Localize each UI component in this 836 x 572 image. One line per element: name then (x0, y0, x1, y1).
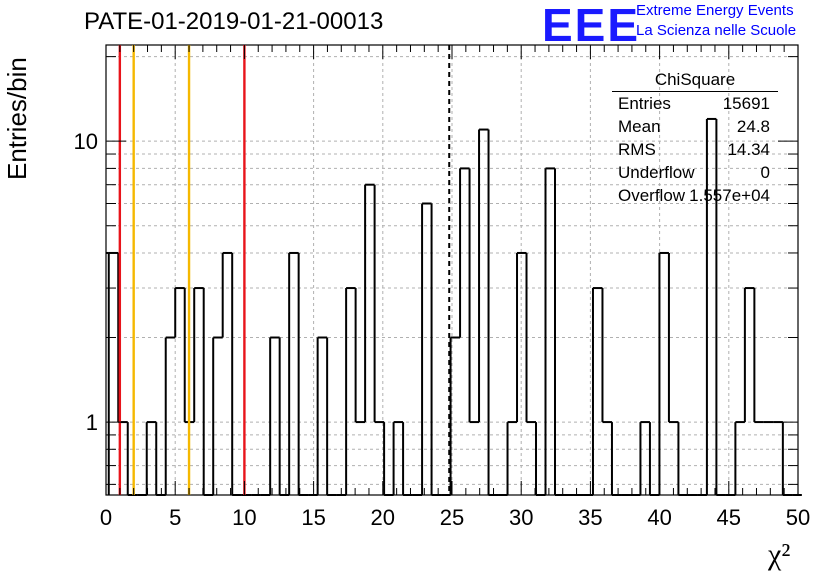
x-tick-label: 5 (169, 505, 181, 530)
org-name: Extreme Energy Events (636, 2, 794, 19)
stats-row-mean: Mean 24.8 (612, 117, 778, 140)
stats-row-entries: Entries 15691 (612, 94, 778, 117)
stats-value: 0 (760, 163, 770, 182)
x-tick-label: 45 (717, 505, 741, 530)
stats-value: 1.557e+04 (689, 186, 770, 205)
x-tick-label: 40 (647, 505, 671, 530)
y-axis-label: Entries/bin (2, 57, 32, 180)
y-tick-label: 10 (74, 129, 98, 154)
stats-row-rms: RMS 14.34 (612, 140, 778, 163)
stats-row-underflow: Underflow 0 (612, 163, 778, 186)
stats-value: 14.34 (727, 140, 770, 159)
stats-label: Overflow (618, 186, 686, 205)
stats-box: ChiSquare Entries 15691 Mean 24.8 RMS 14… (612, 70, 778, 209)
stats-label: RMS (618, 140, 656, 159)
x-tick-label: 25 (440, 505, 464, 530)
stats-row-overflow: Overflow 1.557e+04 (612, 186, 778, 209)
axis-ticks (105, 45, 799, 495)
x-tick-label: 30 (509, 505, 533, 530)
org-subtitle: La Scienza nelle Scuole (636, 22, 797, 39)
stats-value: 24.8 (736, 117, 770, 136)
eee-logo: EEE (542, 0, 641, 51)
x-tick-label: 35 (578, 505, 602, 530)
stats-title: ChiSquare (612, 70, 778, 92)
x-tick-label: 15 (301, 505, 325, 530)
stats-value: 15691 (722, 94, 770, 113)
histogram-series (106, 117, 802, 496)
y-tick-labels: 1 10 (74, 129, 98, 435)
x-tick-label: 50 (786, 505, 810, 530)
stats-label: Underflow (618, 163, 695, 182)
y-tick-label: 1 (86, 410, 98, 435)
reference-lines (118, 45, 451, 495)
x-tick-label: 20 (371, 505, 395, 530)
x-axis-label: χ² (768, 538, 791, 571)
x-tick-label: 10 (232, 505, 256, 530)
stats-label: Mean (618, 117, 661, 136)
x-tick-labels: 0 5 10 15 20 25 30 35 40 45 50 (100, 505, 810, 530)
stats-label: Entries (618, 94, 671, 113)
chart-title: PATE-01-2019-01-21-00013 (84, 8, 384, 35)
x-tick-label: 0 (100, 505, 112, 530)
